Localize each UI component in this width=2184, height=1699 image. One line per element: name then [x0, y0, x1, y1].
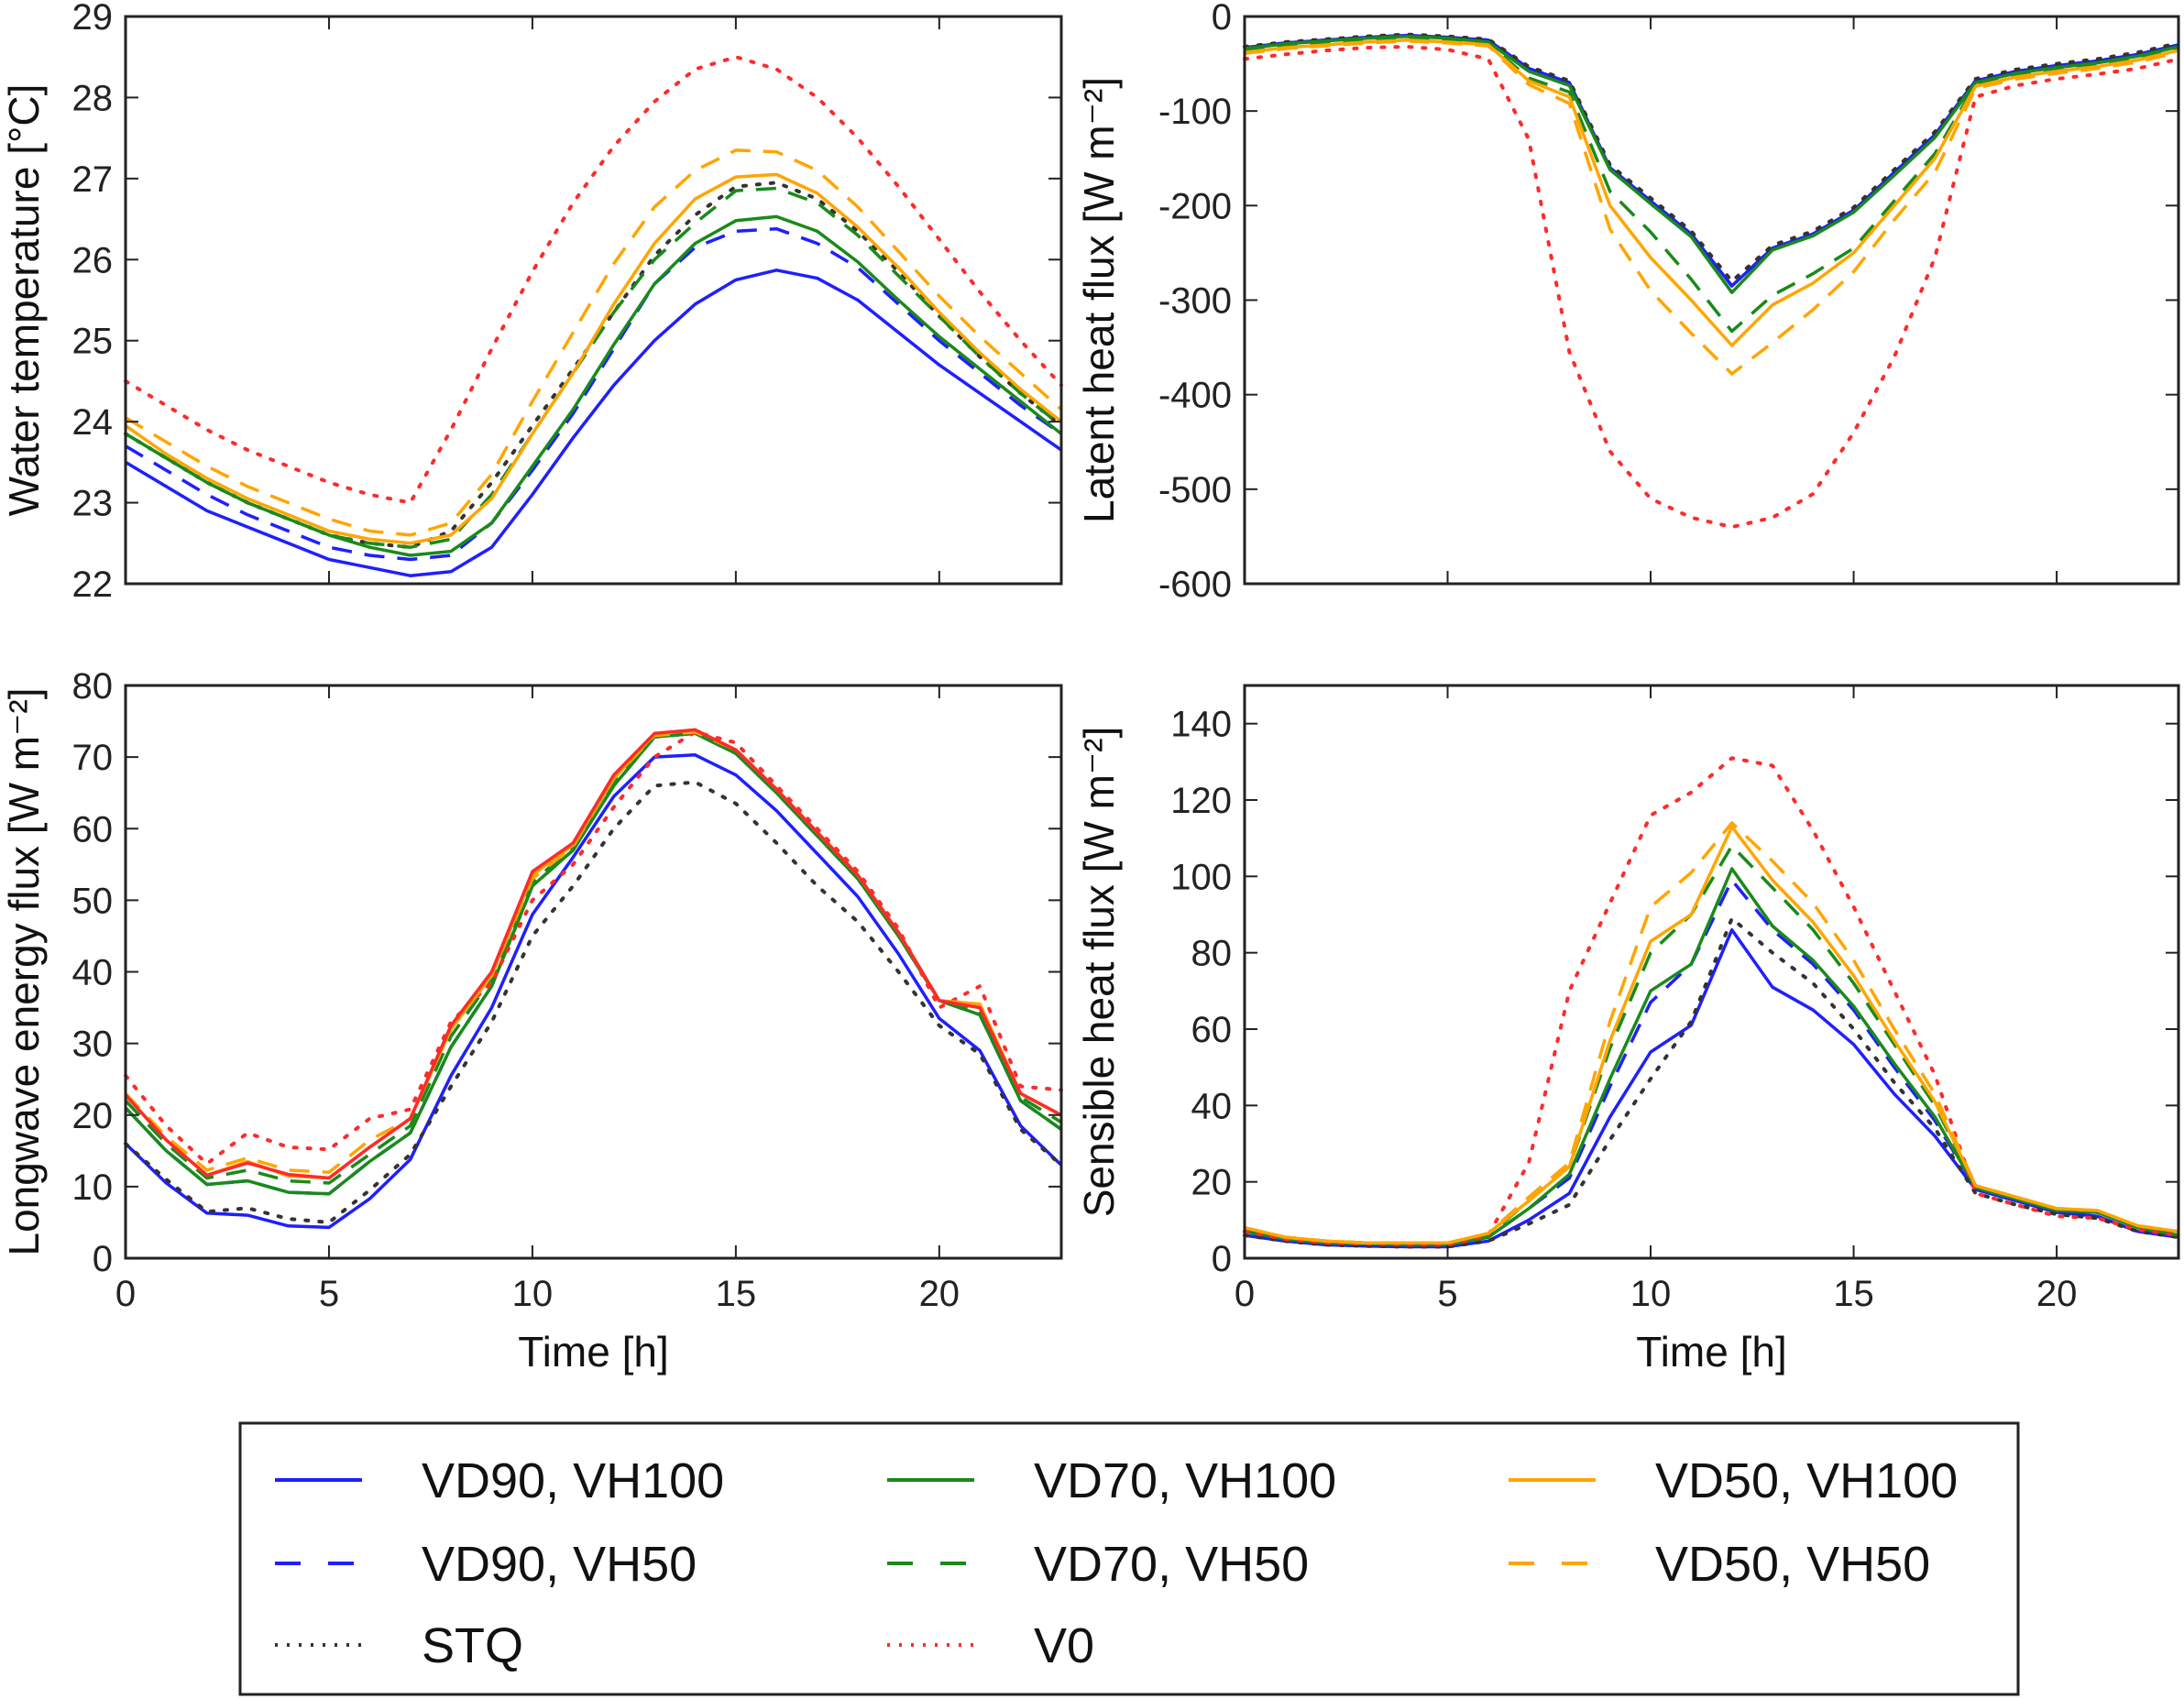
series-line-v0	[1243, 756, 2180, 1247]
y-axis-label: Latent heat flux [W m⁻²]	[1075, 77, 1123, 523]
y-tick-label: 0	[93, 1239, 113, 1279]
series-line-vd50-vh50	[1244, 39, 2179, 376]
y-tick-label: 27	[72, 159, 114, 200]
sensible-heat-flux-panel: 0 5 10 15 20 0 20 40 60 80 100 120 140 Time [h] Sensib…	[1075, 684, 2180, 1376]
water-temperature-panel: 22 23 24 25 26 27 28 29 Water temperature [°C]	[0, 0, 1063, 605]
legend-label: VD70, VH100	[1034, 1453, 1336, 1508]
y-axis-label: Water temperature [°C]	[0, 84, 48, 517]
series-line-stq	[1243, 916, 2180, 1249]
legend-label: VD90, VH100	[422, 1453, 724, 1508]
series-line-vd50-vh100	[1244, 38, 2179, 347]
series-line-vd90-vh100	[1244, 927, 2179, 1249]
legend-label: VD70, VH50	[1034, 1537, 1309, 1592]
y-tick-label: 140	[1170, 705, 1232, 745]
series-line-v0-solid-red-	[124, 728, 1062, 1180]
x-axis-label: Time [h]	[518, 1328, 668, 1376]
y-tick-label: 28	[72, 78, 114, 118]
x-tick-label: 15	[1833, 1274, 1874, 1314]
y-tick-label: -400	[1158, 376, 1232, 416]
legend-label: VD90, VH50	[422, 1537, 697, 1592]
y-tick-label: 100	[1170, 857, 1232, 897]
y-tick-label: 70	[72, 738, 114, 778]
axes-frame	[1243, 15, 2180, 586]
series-line-vd70-vh50	[1244, 844, 2179, 1245]
y-tick-label: 80	[1191, 934, 1233, 974]
series-line-vd50-vh100	[125, 172, 1063, 545]
y-tick-label: 29	[72, 0, 114, 38]
y-tick-label: 40	[1191, 1086, 1233, 1126]
x-tick-label: 0	[115, 1274, 136, 1314]
series-line-vd90-vh50	[125, 226, 1062, 562]
x-tick-label: 20	[919, 1274, 960, 1314]
y-tick-label: -500	[1158, 470, 1232, 510]
series-line-vd90-vh50	[1244, 33, 2179, 288]
series-line-vd50-vh100	[1244, 825, 2179, 1245]
y-axis-label: Longwave energy flux [W m⁻²]	[0, 688, 48, 1256]
y-tick-label: 0	[1212, 0, 1232, 38]
series-line-vd90-vh100	[124, 753, 1063, 1230]
legend: VD90, VH100 VD90, VH50 STQ VD70, VH100 VD70,…	[238, 1421, 2020, 1696]
x-tick-label: 5	[319, 1274, 339, 1314]
series-line-vd90-vh50	[1244, 878, 2179, 1247]
y-tick-label: -600	[1158, 565, 1232, 605]
series-line-v0	[124, 729, 1063, 1166]
series-line-vd90-vh100	[125, 269, 1063, 577]
y-tick-label: 20	[1191, 1163, 1233, 1203]
series-line-stq	[124, 181, 1063, 550]
y-tick-label: -200	[1158, 186, 1232, 226]
legend-box	[238, 1421, 2020, 1696]
legend-label: STQ	[422, 1618, 523, 1673]
x-tick-label: 15	[716, 1274, 757, 1314]
x-tick-label: 10	[512, 1274, 554, 1314]
y-tick-label: 10	[72, 1167, 114, 1208]
latent-heat-flux-panel: -600 -500 -400 -300 -200 -100 0 Latent heat flu…	[1075, 0, 2180, 605]
y-tick-label: 23	[72, 484, 114, 524]
axes-frame	[124, 15, 1063, 586]
series-line-vd70-vh50	[1244, 36, 2179, 334]
longwave-energy-flux-panel: 0 5 10 15 20 0 10 20 30 40 50 60 70 80 Time [h] Longwav…	[0, 666, 1063, 1376]
series-line-vd70-vh50	[125, 186, 1063, 549]
legend-label: V0	[1034, 1618, 1094, 1673]
series-line-vd70-vh100	[1244, 867, 2179, 1247]
series-line-vd90-vh50	[124, 731, 1063, 1196]
x-tick-label: 0	[1235, 1274, 1255, 1314]
x-tick-label: 10	[1630, 1274, 1672, 1314]
y-tick-label: 40	[72, 953, 114, 993]
x-tick-label: 5	[1437, 1274, 1457, 1314]
y-tick-label: 22	[72, 565, 114, 605]
series-line-vd70-vh100	[124, 731, 1063, 1196]
series-line-vd50-vh100	[124, 728, 1062, 1180]
series-line-vd50-vh50	[1244, 821, 2179, 1245]
y-tick-label: 50	[72, 881, 114, 921]
series-line-vd70-vh50	[124, 730, 1062, 1185]
legend-label: VD50, VH50	[1655, 1537, 1930, 1592]
y-axis-label: Sensible heat flux [W m⁻²]	[1075, 727, 1123, 1218]
y-tick-label: 25	[72, 322, 114, 362]
x-axis-label: Time [h]	[1636, 1328, 1786, 1376]
series-line-vd50-vh50	[125, 148, 1063, 537]
series-line-stq	[124, 780, 1063, 1224]
series-line-v0	[1243, 45, 2180, 530]
legend-label: VD50, VH100	[1655, 1453, 1958, 1508]
axes-frame	[1243, 684, 2180, 1260]
y-tick-label: 120	[1170, 781, 1232, 821]
y-tick-label: 60	[72, 809, 114, 850]
y-tick-label: 0	[1212, 1239, 1232, 1279]
y-tick-label: 30	[72, 1025, 114, 1065]
y-tick-label: 20	[72, 1096, 114, 1136]
y-tick-label: 24	[72, 402, 114, 443]
y-tick-label: 60	[1191, 1010, 1233, 1050]
y-tick-label: 80	[72, 666, 114, 707]
y-tick-label: 26	[72, 240, 114, 280]
series-line-vd70-vh100	[1244, 34, 2179, 294]
y-tick-label: -100	[1158, 92, 1232, 132]
series-line-v0	[124, 55, 1063, 505]
series-line-vd50-vh50	[124, 730, 1062, 1175]
y-tick-label: -300	[1158, 281, 1232, 322]
series-line-stq	[1243, 32, 2180, 283]
x-tick-label: 20	[2036, 1274, 2078, 1314]
